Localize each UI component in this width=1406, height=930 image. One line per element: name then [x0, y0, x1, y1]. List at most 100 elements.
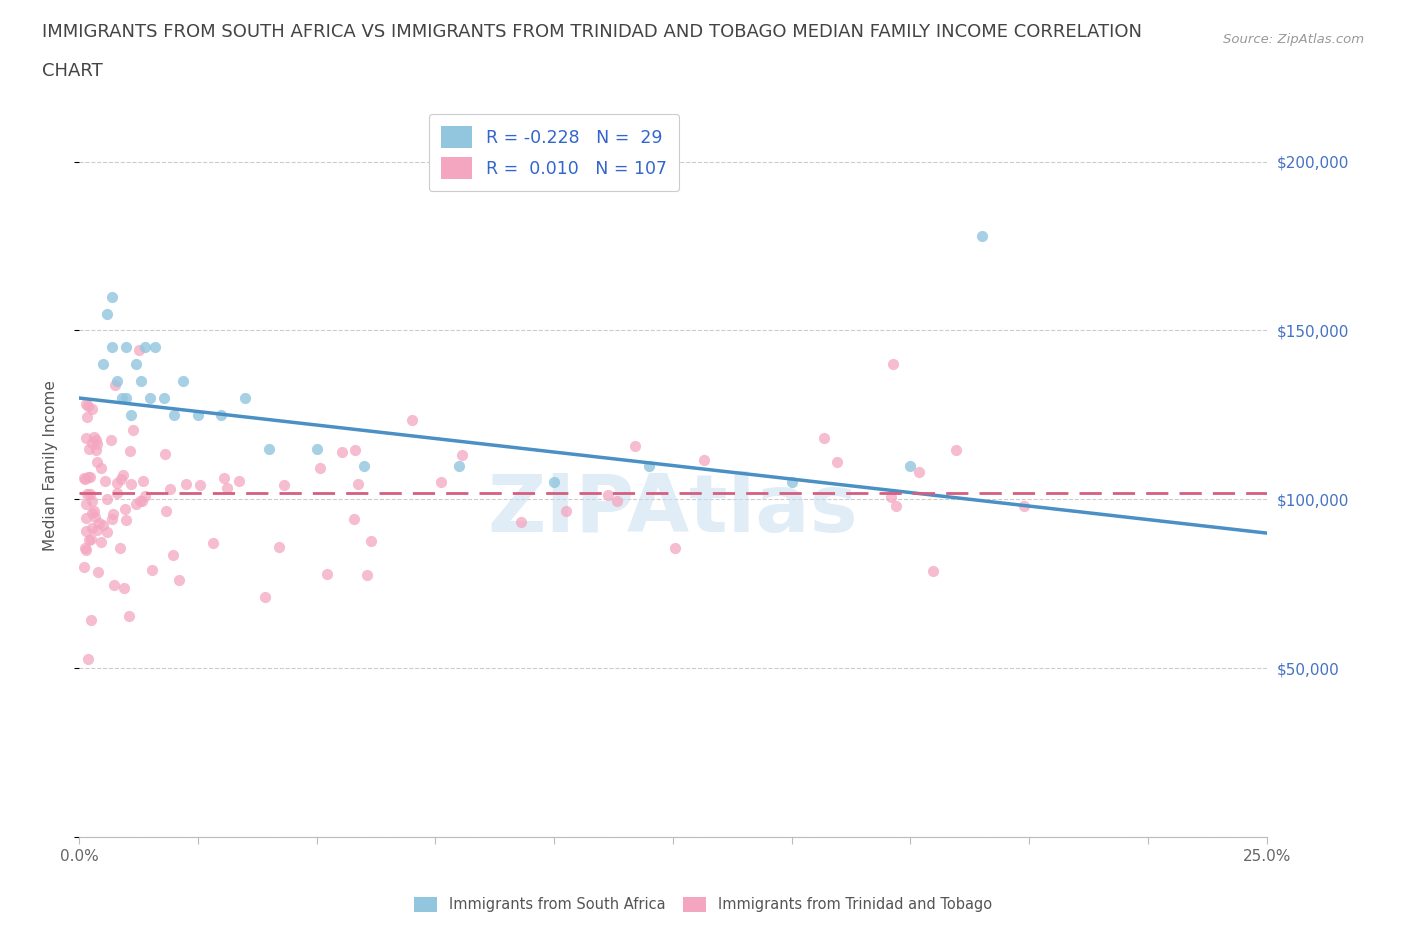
- Point: [91, 517, 114, 532]
- Point: [162, 547, 184, 562]
- Point: [114, 512, 136, 527]
- Point: [101, 289, 124, 304]
- Point: [80, 613, 103, 628]
- Point: [664, 540, 686, 555]
- Point: [233, 391, 256, 405]
- Point: [217, 481, 239, 496]
- Point: [86, 455, 108, 470]
- Point: [900, 458, 922, 473]
- Point: [356, 567, 378, 582]
- Point: [105, 374, 128, 389]
- Point: [128, 494, 150, 509]
- Point: [447, 458, 470, 473]
- Text: Source: ZipAtlas.com: Source: ZipAtlas.com: [1223, 33, 1364, 46]
- Point: [343, 512, 366, 526]
- Point: [353, 458, 375, 473]
- Point: [120, 407, 142, 422]
- Point: [103, 578, 125, 592]
- Point: [101, 506, 124, 521]
- Point: [780, 475, 803, 490]
- Point: [139, 391, 162, 405]
- Point: [75, 497, 97, 512]
- Point: [970, 229, 993, 244]
- Text: IMMIGRANTS FROM SOUTH AFRICA VS IMMIGRANTS FROM TRINIDAD AND TOBAGO MEDIAN FAMIL: IMMIGRANTS FROM SOUTH AFRICA VS IMMIGRAN…: [42, 23, 1142, 41]
- Point: [120, 476, 142, 491]
- Text: ZIPAtlas: ZIPAtlas: [488, 472, 858, 549]
- Point: [76, 651, 98, 666]
- Point: [813, 431, 835, 445]
- Point: [343, 443, 366, 458]
- Point: [84, 432, 107, 447]
- Point: [273, 478, 295, 493]
- Point: [80, 531, 103, 546]
- Point: [73, 541, 96, 556]
- Point: [188, 478, 211, 493]
- Point: [115, 339, 138, 354]
- Point: [100, 433, 122, 448]
- Point: [187, 407, 209, 422]
- Point: [82, 521, 104, 536]
- Point: [104, 378, 127, 392]
- Point: [360, 533, 382, 548]
- Point: [75, 543, 97, 558]
- Point: [83, 510, 105, 525]
- Point: [202, 536, 225, 551]
- Point: [153, 446, 176, 461]
- Point: [101, 339, 124, 354]
- Point: [315, 566, 337, 581]
- Point: [921, 564, 943, 578]
- Point: [84, 443, 107, 458]
- Point: [880, 490, 903, 505]
- Point: [254, 590, 277, 604]
- Point: [75, 431, 97, 445]
- Point: [1012, 498, 1035, 513]
- Point: [945, 443, 967, 458]
- Point: [155, 503, 177, 518]
- Point: [112, 581, 135, 596]
- Point: [122, 422, 145, 437]
- Point: [79, 486, 101, 501]
- Point: [624, 439, 647, 454]
- Point: [73, 472, 96, 486]
- Point: [76, 409, 98, 424]
- Point: [118, 444, 141, 458]
- Point: [401, 412, 423, 427]
- Point: [886, 498, 908, 513]
- Legend: Immigrants from South Africa, Immigrants from Trinidad and Tobago: Immigrants from South Africa, Immigrants…: [408, 891, 998, 918]
- Point: [75, 397, 97, 412]
- Point: [309, 460, 332, 475]
- Point: [91, 357, 114, 372]
- Text: CHART: CHART: [42, 62, 103, 80]
- Point: [112, 467, 135, 482]
- Point: [543, 475, 565, 490]
- Point: [257, 441, 280, 456]
- Point: [90, 535, 112, 550]
- Point: [86, 523, 108, 538]
- Point: [77, 470, 100, 485]
- Point: [96, 492, 118, 507]
- Point: [110, 472, 132, 486]
- Point: [134, 488, 156, 503]
- Point: [75, 511, 97, 525]
- Point: [75, 524, 97, 538]
- Point: [163, 407, 186, 422]
- Point: [211, 407, 233, 422]
- Point: [172, 374, 194, 389]
- Point: [76, 398, 98, 413]
- Point: [692, 453, 714, 468]
- Point: [73, 559, 96, 574]
- Point: [83, 503, 105, 518]
- Point: [105, 476, 128, 491]
- Point: [908, 465, 931, 480]
- Point: [606, 494, 628, 509]
- Point: [79, 470, 101, 485]
- Point: [111, 391, 134, 405]
- Point: [134, 339, 156, 354]
- Point: [82, 494, 104, 509]
- Point: [347, 477, 370, 492]
- Point: [83, 430, 105, 445]
- Point: [228, 473, 250, 488]
- Point: [125, 497, 148, 512]
- Point: [451, 447, 474, 462]
- Point: [174, 476, 197, 491]
